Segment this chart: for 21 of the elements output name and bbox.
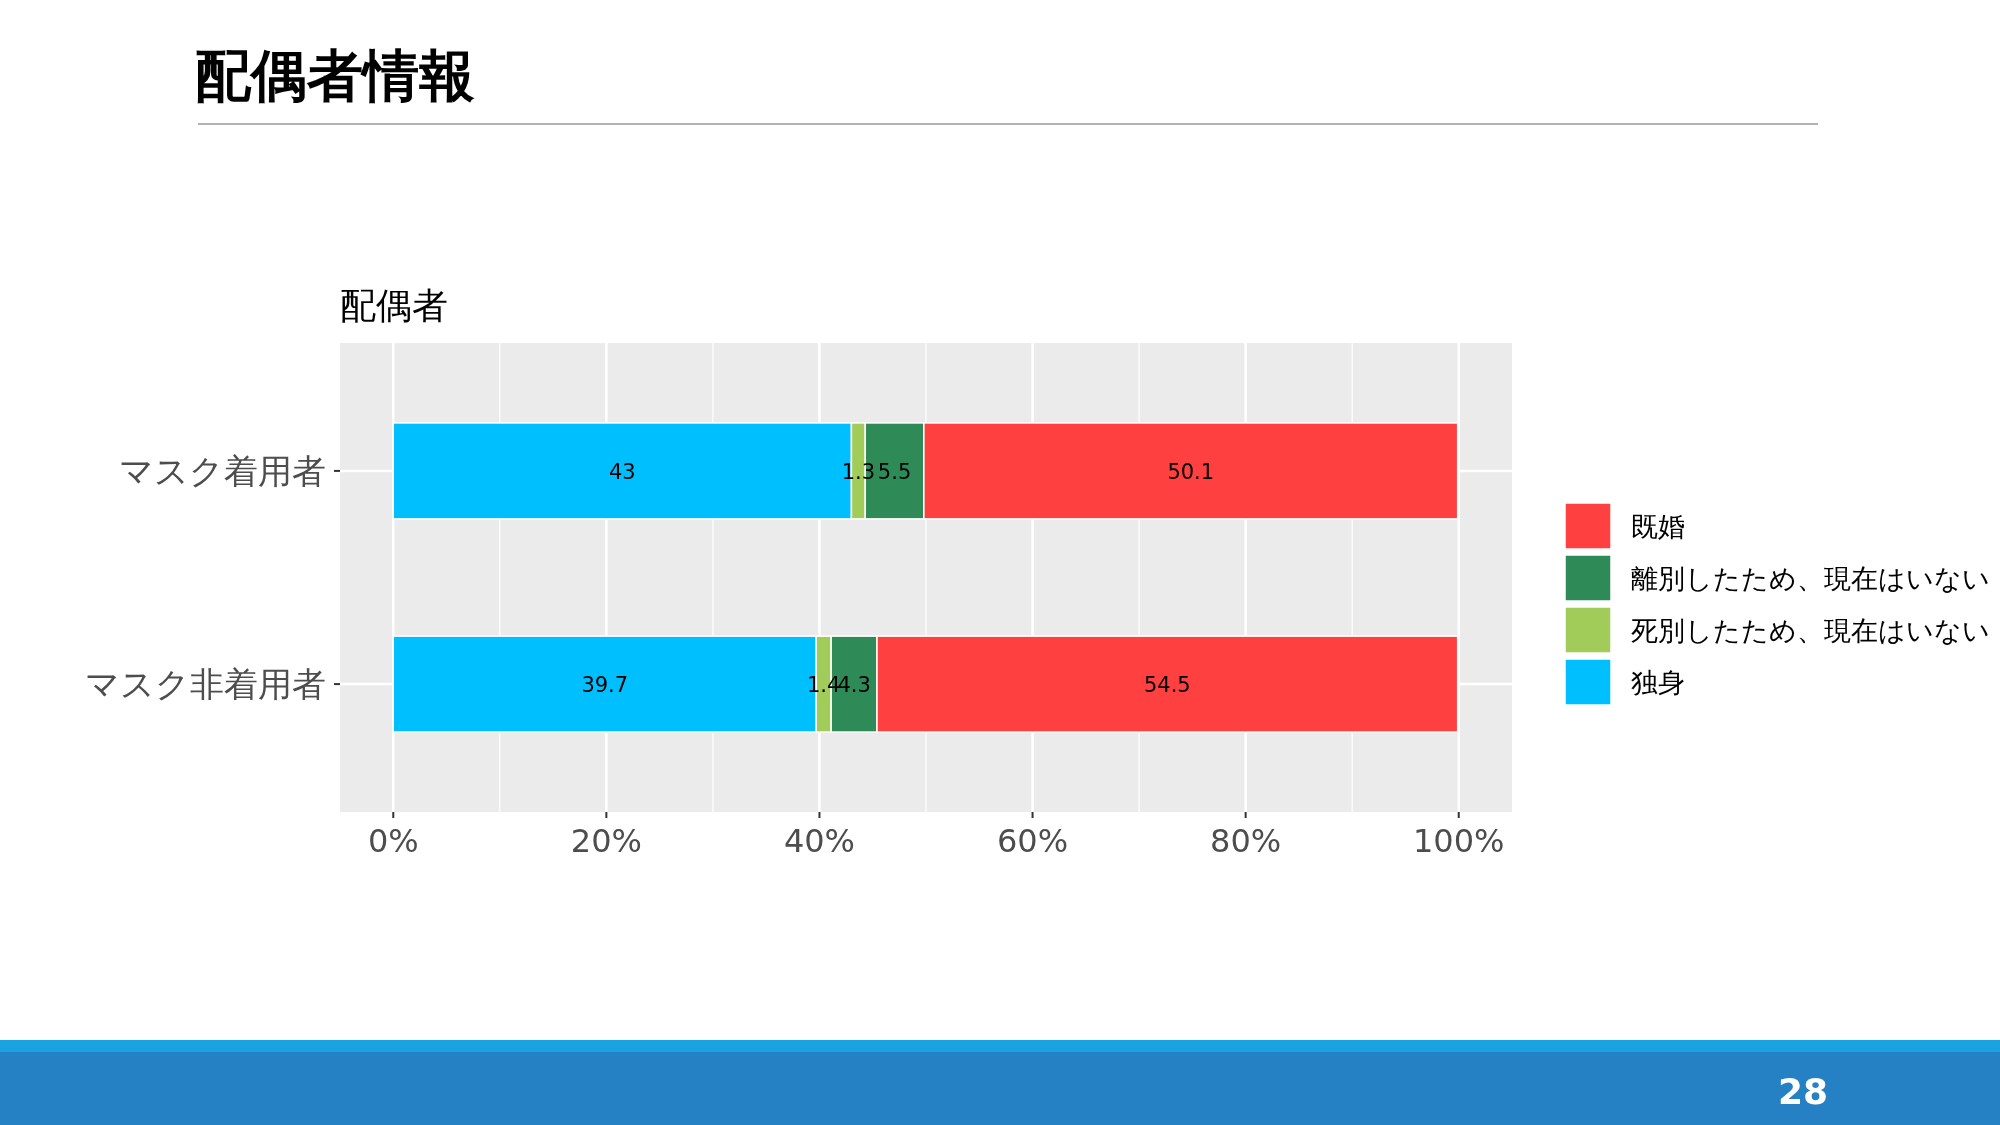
x-tick-label: 100%	[1412, 822, 1505, 860]
data-label: 5.5	[877, 459, 912, 484]
x-tick-label: 60%	[996, 822, 1069, 860]
x-tick-label: 0%	[367, 822, 419, 860]
text: 28	[1777, 1071, 1829, 1112]
legend-label: 死別したため、現在はいない	[1631, 615, 1990, 646]
data-label: 50.1	[1167, 459, 1215, 484]
legend-label: 既婚	[1631, 511, 1685, 542]
chart-title: 配偶者情報	[195, 43, 475, 108]
data-label: 39.7	[581, 673, 629, 698]
data-label: 4.3	[837, 673, 871, 698]
data-label: 43	[608, 459, 636, 484]
y-tick-label: マスク着用者	[119, 450, 326, 491]
legend-label: 独身	[1631, 667, 1685, 698]
x-tick-label: 80%	[1210, 822, 1282, 860]
x-tick-label: 20%	[570, 822, 642, 860]
legend-label: 離別したため、現在はいない	[1631, 563, 1990, 594]
y-tick-label: マスク非着用者	[85, 664, 326, 705]
chart-subtitle: 配偶者	[340, 285, 448, 326]
x-tick-label: 40%	[783, 822, 856, 860]
data-label: 54.5	[1143, 673, 1191, 698]
